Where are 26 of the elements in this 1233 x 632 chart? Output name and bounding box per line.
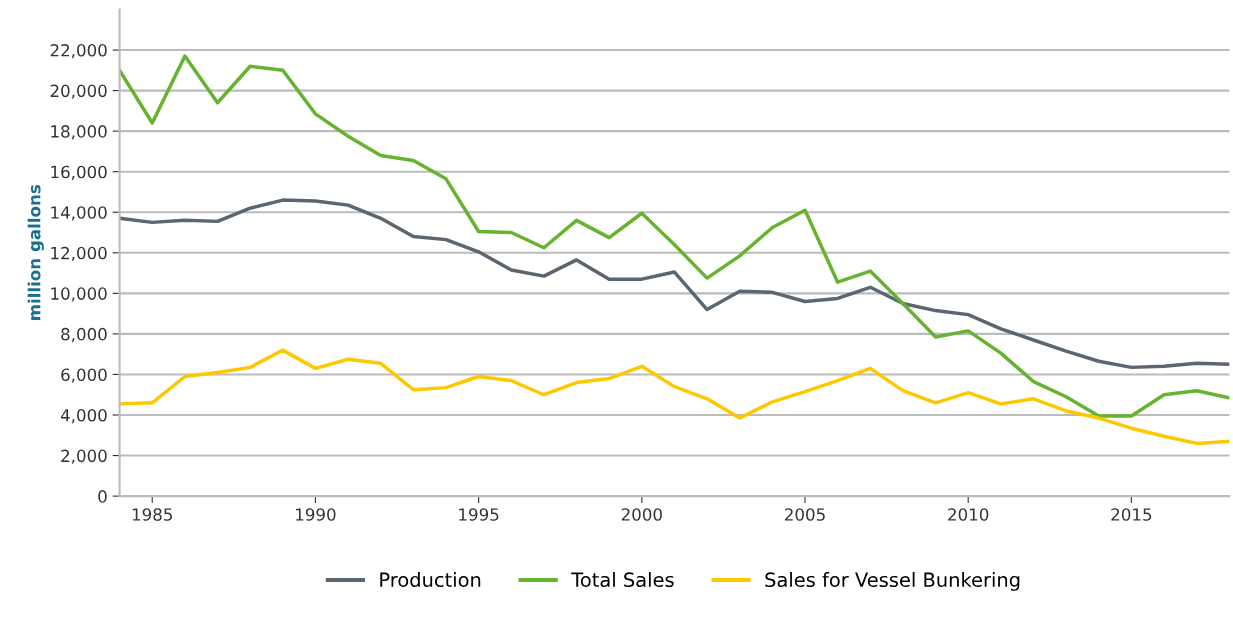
line-series [119, 198, 1230, 370]
y-tick-label: 4,000 [60, 408, 107, 424]
x-tick-label: 2005 [785, 508, 825, 521]
y-tick-label: 8,000 [61, 327, 107, 343]
y-tick-label: 2,000 [61, 449, 107, 464]
x-tick-label: 2010 [948, 508, 989, 521]
y-tick-label: 6,000 [61, 368, 107, 383]
line-series [119, 348, 1230, 446]
legend-label: Total Sales [571, 572, 674, 588]
legend-label: Production [380, 572, 481, 588]
x-tick-label: 2015 [1111, 508, 1152, 521]
y-tick-label: 18,000 [51, 125, 107, 140]
y-tick-label: 16,000 [51, 165, 107, 180]
x-tick-label: 1995 [459, 508, 499, 521]
y-tick-label: 10,000 [51, 287, 107, 302]
y-tick-label: 14,000 [51, 206, 107, 221]
x-tick-label: 1985 [132, 508, 172, 521]
line-series [119, 54, 1230, 418]
y-tick-label: 20,000 [50, 84, 107, 99]
x-tick-label: 1990 [296, 508, 336, 521]
x-tick-label: 2000 [621, 508, 662, 521]
y-tick-label: 22,000 [50, 44, 107, 59]
y-tick-label: 12,000 [51, 246, 107, 262]
legend-label: Sales for Vessel Bunkering [765, 572, 1020, 591]
y-tick-label: 0 [98, 490, 107, 503]
y-axis-title: million gallons [27, 185, 44, 321]
